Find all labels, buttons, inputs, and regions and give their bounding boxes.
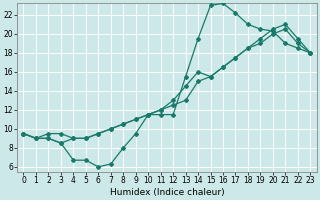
X-axis label: Humidex (Indice chaleur): Humidex (Indice chaleur) [109,188,224,197]
